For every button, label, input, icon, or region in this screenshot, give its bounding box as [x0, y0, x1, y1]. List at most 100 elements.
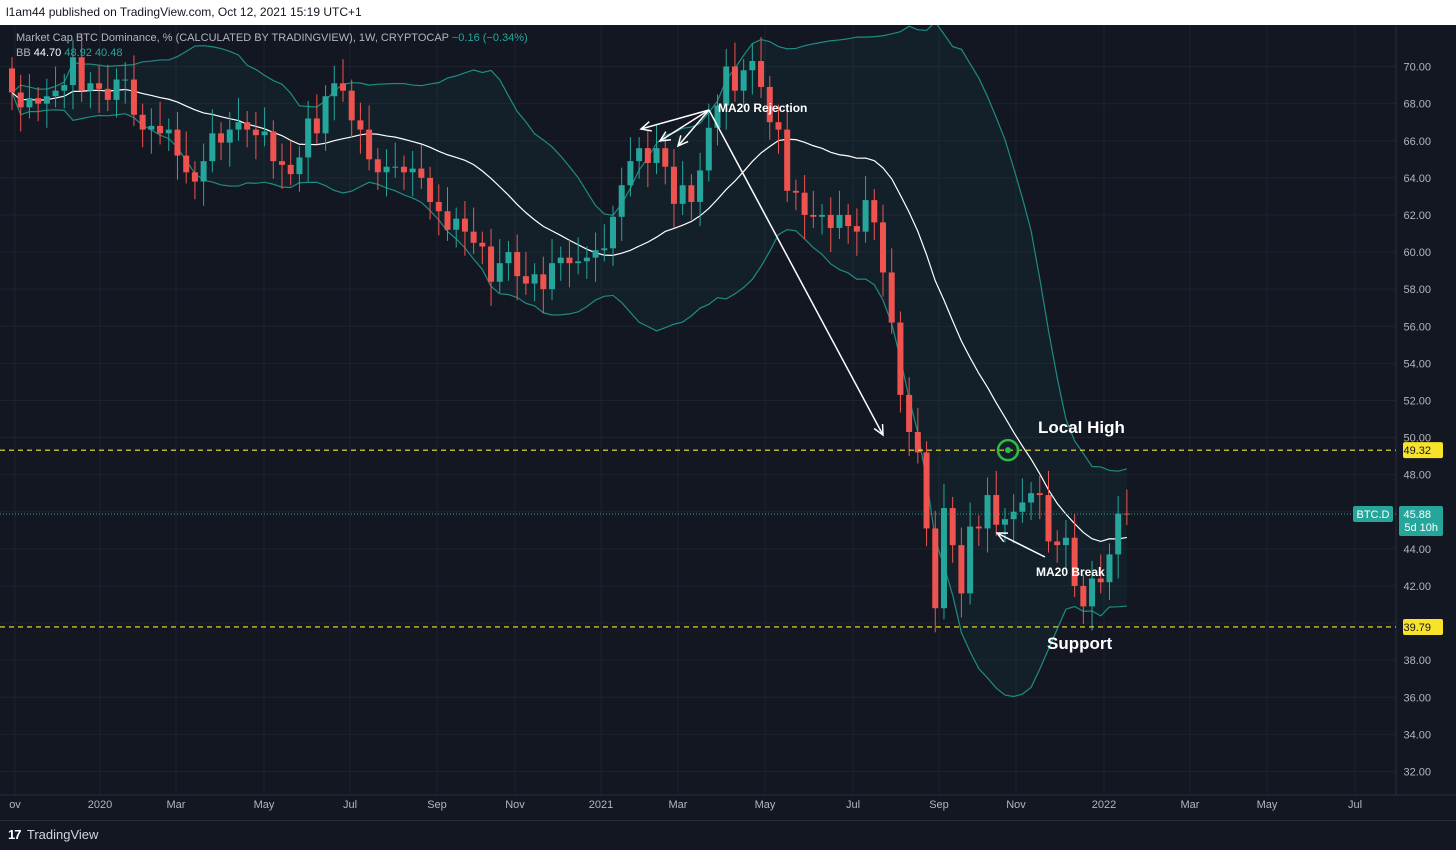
candle-body[interactable]: [444, 211, 451, 230]
candle-body[interactable]: [1123, 513, 1130, 515]
candle-body[interactable]: [270, 131, 277, 162]
candle-body[interactable]: [348, 90, 355, 121]
candle-body[interactable]: [679, 185, 686, 204]
candle-body[interactable]: [740, 70, 747, 91]
candle-body[interactable]: [470, 231, 477, 243]
candle-body[interactable]: [69, 57, 76, 86]
candle-body[interactable]: [130, 79, 137, 115]
candle-body[interactable]: [183, 155, 190, 173]
candle-body[interactable]: [705, 127, 712, 171]
candle-body[interactable]: [810, 214, 817, 217]
candle-body[interactable]: [984, 495, 991, 529]
candle-body[interactable]: [244, 122, 251, 130]
candle-body[interactable]: [488, 246, 495, 282]
candle-body[interactable]: [26, 98, 33, 108]
candle-body[interactable]: [906, 394, 913, 432]
candle-body[interactable]: [714, 105, 721, 128]
candle-body[interactable]: [427, 177, 434, 202]
candle-body[interactable]: [200, 161, 207, 182]
candle-body[interactable]: [871, 200, 878, 223]
candle-body[interactable]: [139, 114, 146, 130]
candle-body[interactable]: [383, 166, 390, 173]
candle-body[interactable]: [566, 257, 573, 264]
candle-body[interactable]: [636, 148, 643, 162]
candle-body[interactable]: [775, 122, 782, 130]
candle-body[interactable]: [644, 148, 651, 164]
candle-body[interactable]: [1010, 511, 1017, 520]
candle-body[interactable]: [653, 148, 660, 164]
candle-body[interactable]: [148, 125, 155, 130]
candle-body[interactable]: [627, 161, 634, 186]
candle-body[interactable]: [888, 272, 895, 323]
candle-body[interactable]: [1062, 537, 1069, 546]
candle-body[interactable]: [461, 218, 468, 232]
candle-body[interactable]: [731, 66, 738, 91]
candle-body[interactable]: [749, 60, 756, 71]
candle-body[interactable]: [1097, 578, 1104, 583]
candle-body[interactable]: [374, 159, 381, 173]
candle-body[interactable]: [601, 248, 608, 251]
candle-body[interactable]: [435, 201, 442, 212]
candle-body[interactable]: [932, 528, 939, 609]
candle-body[interactable]: [758, 60, 765, 87]
candle-body[interactable]: [862, 200, 869, 232]
candle-body[interactable]: [975, 526, 982, 529]
candle-body[interactable]: [583, 257, 590, 262]
candle-body[interactable]: [723, 66, 730, 106]
candle-body[interactable]: [1019, 502, 1026, 512]
candle-body[interactable]: [880, 222, 886, 273]
candle-body[interactable]: [61, 85, 68, 91]
candle-body[interactable]: [209, 133, 216, 162]
candle-body[interactable]: [322, 96, 329, 134]
candle-body[interactable]: [496, 263, 503, 282]
price-chart[interactable]: ov 2020 Mar May Jul Sep Nov 2021 Mar May Jul Sep Nov…: [0, 25, 1456, 820]
candle-body[interactable]: [575, 261, 582, 264]
candle-body[interactable]: [52, 90, 59, 97]
candle-body[interactable]: [96, 83, 103, 89]
candle-body[interactable]: [87, 83, 94, 91]
candle-body[interactable]: [670, 166, 677, 204]
candle-body[interactable]: [357, 120, 364, 130]
candle-body[interactable]: [366, 129, 373, 160]
candle-body[interactable]: [157, 125, 164, 134]
candle-body[interactable]: [505, 252, 512, 264]
candle-body[interactable]: [845, 214, 852, 227]
candle-body[interactable]: [226, 129, 233, 143]
candle-body[interactable]: [261, 131, 268, 136]
candle-body[interactable]: [688, 185, 695, 202]
candle-body[interactable]: [522, 276, 529, 284]
candle-body[interactable]: [113, 79, 120, 100]
candle-body[interactable]: [784, 129, 791, 191]
candle-body[interactable]: [1036, 493, 1043, 496]
candle-body[interactable]: [400, 166, 407, 173]
candle-body[interactable]: [104, 88, 111, 100]
candle-body[interactable]: [914, 431, 921, 453]
candle-body[interactable]: [78, 57, 85, 91]
candle-body[interactable]: [766, 86, 773, 123]
candle-body[interactable]: [1115, 513, 1122, 555]
candle-body[interactable]: [618, 185, 625, 217]
candle-body[interactable]: [174, 129, 181, 156]
candle-body[interactable]: [331, 83, 338, 97]
candle-body[interactable]: [897, 322, 904, 395]
candle-body[interactable]: [967, 526, 974, 594]
candle-body[interactable]: [792, 190, 799, 193]
candle-body[interactable]: [1080, 585, 1087, 607]
candle-body[interactable]: [549, 263, 556, 290]
candle-body[interactable]: [1071, 537, 1078, 586]
candle-body[interactable]: [279, 161, 286, 165]
candle-body[interactable]: [252, 129, 259, 136]
candle-body[interactable]: [557, 257, 564, 264]
candle-body[interactable]: [35, 98, 42, 104]
candle-body[interactable]: [853, 226, 860, 232]
candle-body[interactable]: [9, 68, 15, 93]
candle-body[interactable]: [287, 164, 294, 175]
candle-body[interactable]: [43, 96, 50, 104]
candle-body[interactable]: [218, 133, 225, 143]
candle-body[interactable]: [165, 129, 172, 134]
candle-body[interactable]: [1001, 519, 1008, 525]
candle-body[interactable]: [296, 157, 303, 175]
candle-body[interactable]: [479, 242, 486, 247]
candle-body[interactable]: [949, 508, 956, 546]
candle-body[interactable]: [339, 83, 346, 91]
